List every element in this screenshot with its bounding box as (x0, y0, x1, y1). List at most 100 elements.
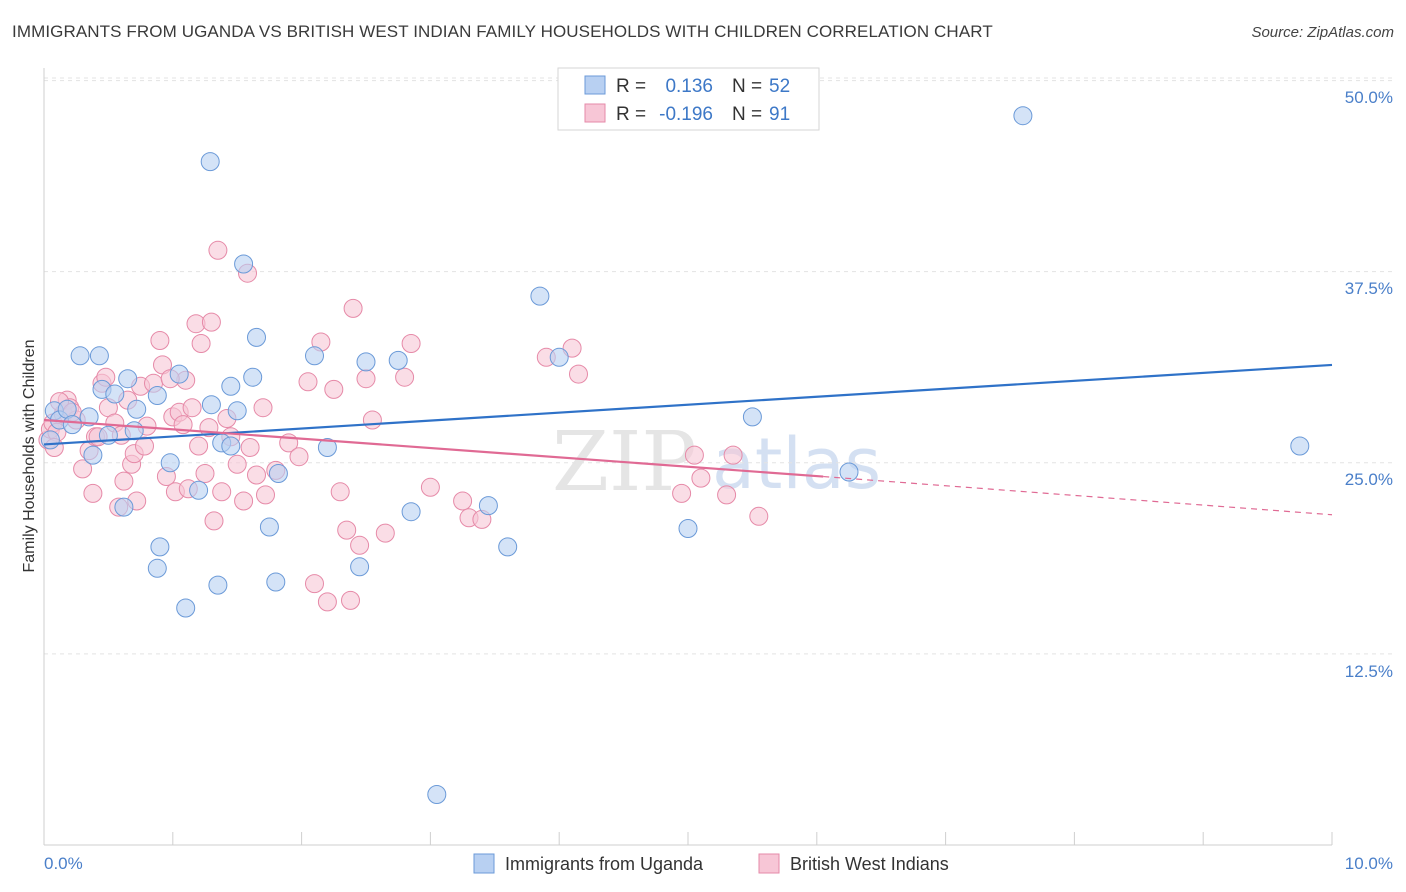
data-point-blue (40, 430, 60, 450)
data-point-pink (73, 459, 93, 479)
data-point-blue (243, 367, 263, 387)
data-point-blue (118, 369, 138, 389)
x-axis-ticks (43, 832, 1333, 845)
trend-lines (43, 363, 1333, 516)
trend-line-pink (43, 418, 824, 478)
data-point-blue (147, 558, 167, 578)
data-point-blue (221, 376, 241, 396)
data-point-pink (684, 445, 704, 465)
data-point-pink (375, 523, 395, 543)
data-point-blue (401, 502, 421, 522)
data-point-pink (453, 491, 473, 511)
data-point-pink (212, 482, 232, 502)
data-point-pink (247, 465, 266, 485)
data-point-pink (749, 506, 769, 526)
data-point-blue (124, 421, 144, 441)
legend-label-uganda: Immigrants from Uganda (505, 854, 704, 874)
stats-swatch-pink (584, 103, 606, 123)
data-point-blue (234, 254, 254, 274)
data-point-blue (208, 575, 228, 595)
y-tick-label: 50.0% (1345, 88, 1393, 107)
data-point-pink (691, 468, 711, 488)
watermark-atlas: atlas (712, 423, 881, 505)
data-point-blue (83, 445, 103, 465)
stats-r-label-blue: R = (616, 76, 646, 97)
stats-n-value-blue: 52 (769, 76, 790, 97)
stats-swatch-blue (584, 75, 606, 95)
data-point-pink (723, 445, 743, 465)
x-tick-label-min: 0.0% (44, 854, 83, 873)
legend-swatch-uganda (473, 853, 495, 874)
data-point-pink (182, 398, 202, 418)
gridlines (44, 77, 1393, 655)
source-credit: Source: ZipAtlas.com (1251, 24, 1394, 41)
stats-r-label-pink: R = (616, 104, 646, 125)
data-point-pink (362, 410, 382, 430)
data-point-blue (147, 386, 167, 405)
x-tick-label-max: 10.0% (1345, 854, 1393, 873)
data-point-blue (89, 346, 109, 366)
data-point-pink (305, 574, 324, 594)
data-point-pink (227, 454, 247, 474)
data-point-pink (395, 367, 415, 387)
data-point-blue (530, 286, 550, 306)
y-tick-label: 37.5% (1345, 279, 1393, 298)
data-point-pink (208, 240, 228, 260)
trend-line-extension-pink (823, 475, 1333, 516)
data-point-blue (268, 464, 288, 483)
data-point-pink (324, 379, 344, 399)
data-point-pink (341, 590, 360, 610)
data-point-pink (204, 511, 224, 531)
data-point-pink (234, 491, 254, 511)
data-point-blue (1290, 436, 1310, 456)
data-point-pink (150, 331, 170, 350)
data-point-pink (356, 369, 376, 389)
legend-swatch-bwi (758, 853, 780, 874)
legend: Immigrants from Uganda British West Indi… (473, 853, 949, 874)
data-point-pink (240, 438, 260, 457)
data-point-blue (549, 347, 569, 367)
legend-label-bwi: British West Indians (790, 854, 949, 874)
stats-n-label-pink: N = (732, 104, 762, 125)
data-point-blue (498, 537, 518, 557)
y-tick-label: 12.5% (1345, 662, 1393, 681)
data-point-pink (337, 520, 357, 540)
data-point-blue (305, 346, 324, 366)
data-point-pink (289, 447, 309, 467)
data-point-blue (678, 519, 698, 538)
data-point-blue (200, 152, 220, 172)
data-point-blue (70, 346, 90, 366)
data-point-pink (420, 477, 440, 497)
data-point-blue (350, 557, 370, 577)
chart-title: IMMIGRANTS FROM UGANDA VS BRITISH WEST I… (12, 22, 993, 41)
data-point-blue (259, 517, 279, 537)
stats-r-value-pink: -0.196 (659, 104, 713, 125)
data-point-pink (317, 592, 337, 612)
data-point-pink (350, 535, 370, 555)
data-point-pink (672, 483, 692, 503)
data-point-blue (478, 496, 498, 516)
stats-r-value-blue: 0.136 (665, 76, 713, 97)
data-point-pink (562, 338, 582, 358)
data-point-blue (839, 462, 859, 482)
stats-box: R = 0.136 N = 52 R = -0.196 N = 91 (557, 67, 820, 131)
y-axis-label: Family Households with Children (21, 340, 38, 573)
data-point-blue (356, 352, 376, 372)
y-tick-label: 25.0% (1345, 470, 1393, 489)
data-point-pink (201, 312, 221, 332)
trend-line-blue (43, 363, 1333, 446)
data-point-blue (388, 350, 408, 370)
data-point-pink (195, 464, 215, 483)
data-point-blue (160, 453, 180, 473)
data-point-blue (227, 401, 247, 421)
data-point-pink (114, 471, 134, 491)
data-point-blue (266, 572, 286, 592)
data-point-blue (169, 364, 189, 384)
data-point-blue (62, 415, 82, 435)
data-point-pink (717, 485, 737, 505)
data-point-blue (176, 598, 196, 618)
data-point-blue (127, 399, 147, 419)
data-point-blue (189, 480, 209, 500)
y-axis-tick-labels: 12.5% 25.0% 37.5% 50.0% (1345, 88, 1393, 681)
